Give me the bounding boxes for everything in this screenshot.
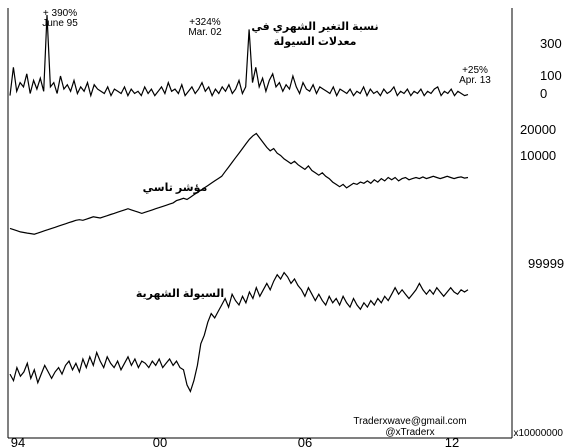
bottom-panel-label: السيولة الشهرية xyxy=(136,288,224,300)
y-tick-10000: 10000 xyxy=(520,148,556,163)
bottom-series-line-0 xyxy=(9,271,469,393)
x-tick-94: 94 xyxy=(11,435,25,448)
top-panel-title: نسبة التغير الشهري في معدلات السيولة xyxy=(251,21,378,48)
annotation-324-line1: +324% xyxy=(189,17,221,28)
x-tick-00: 00 xyxy=(153,435,167,448)
annotation-25-line2: Apr. 13 xyxy=(459,75,491,86)
middle-panel-label: مؤشر تاسي xyxy=(143,182,208,194)
annotation-25-line1: +25% xyxy=(462,65,488,76)
x-tick-06: 06 xyxy=(298,435,312,448)
annotation-390-line2: June 95 xyxy=(42,18,78,29)
y-tick-99999: 99999 xyxy=(528,256,564,271)
annotation-390-line1: + 390% xyxy=(43,8,77,19)
watermark-handle: @xTraderx xyxy=(385,427,434,438)
series-layer xyxy=(9,14,469,393)
watermark-email: Traderxwave@gmail.com xyxy=(353,416,466,427)
x-axis-corner-label: x10000000 xyxy=(514,428,564,439)
y-tick-0: 0 xyxy=(540,86,547,101)
y-tick-100: 100 xyxy=(540,68,562,83)
y-tick-20000: 20000 xyxy=(520,122,556,137)
x-tick-12: 12 xyxy=(445,435,459,448)
top-title-line1: نسبة التغير الشهري في xyxy=(251,21,378,33)
middle-series-line-0 xyxy=(9,132,469,235)
top-series-line-0 xyxy=(9,14,469,98)
annotation-324-line2: Mar. 02 xyxy=(188,27,222,38)
y-tick-300: 300 xyxy=(540,36,562,51)
top-title-line2: معدلات السيولة xyxy=(274,36,357,48)
